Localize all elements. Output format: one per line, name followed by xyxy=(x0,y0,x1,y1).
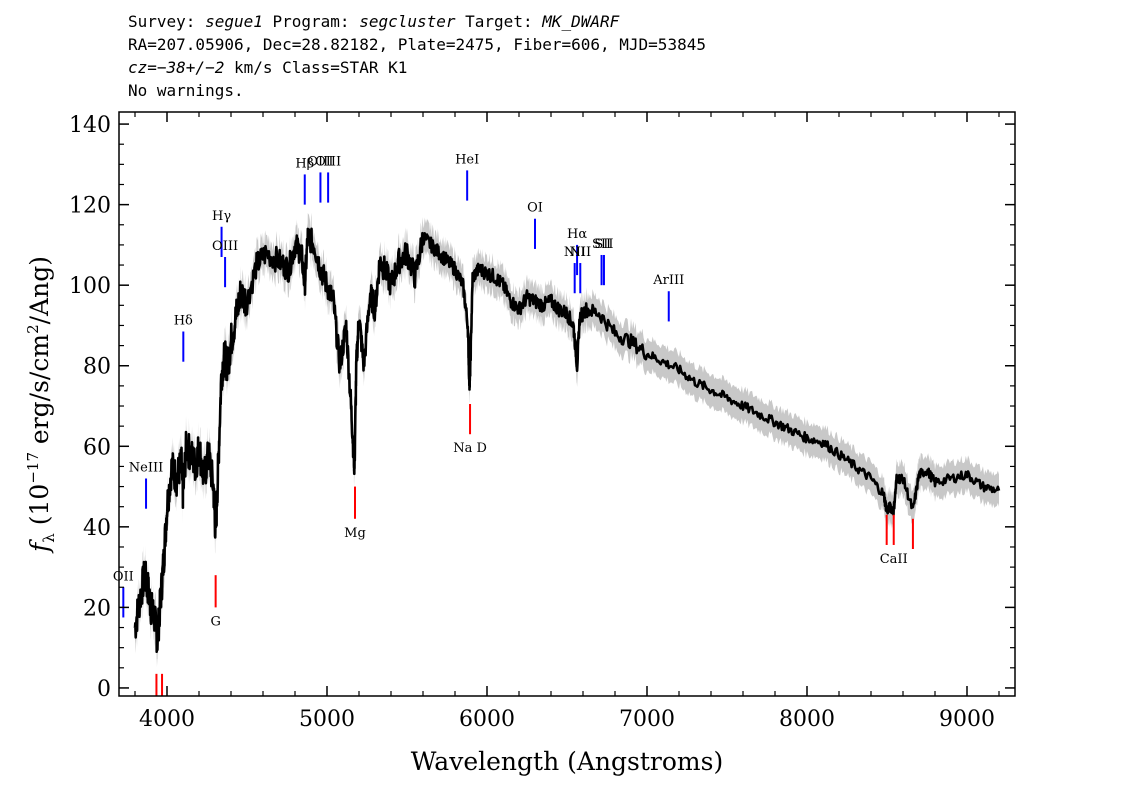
y-tick-label: 60 xyxy=(83,435,111,460)
line-markers xyxy=(122,170,914,696)
absorption-line-label: Mg xyxy=(344,526,366,541)
emission-line-label: OIII xyxy=(307,154,333,169)
x-tick-label: 6000 xyxy=(459,707,515,732)
header-line-4: No warnings. xyxy=(128,81,244,100)
x-tick-label: 8000 xyxy=(779,707,835,732)
emission-line-label: SII xyxy=(594,237,613,252)
emission-line-label: NII xyxy=(564,245,586,260)
program-label: Program: xyxy=(262,12,360,31)
survey-label: Survey: xyxy=(128,12,206,31)
axes: 4000 5000 6000 7000 8000 9000 0 20 40 60 80 100 120 1… xyxy=(69,112,1015,732)
header-line-2: RA=207.05906, Dec=28.82182, Plate=2475, … xyxy=(128,35,706,54)
x-axis-title: Wavelength (Angstroms) xyxy=(411,747,723,776)
y-tick-label: 100 xyxy=(69,274,111,299)
target-value: MK_DWARF xyxy=(542,12,620,31)
emission-line-label: NII xyxy=(569,245,591,260)
emission-line-label: NeIII xyxy=(129,461,163,476)
emission-line-label: Hα xyxy=(567,227,587,242)
y-axis-title: fλ (10−17 erg/s/cm2/Ang) xyxy=(24,256,58,554)
cz-label: cz xyxy=(128,58,148,77)
cz-value: =−38+/−2 xyxy=(147,58,225,77)
emission-line-label: OIII xyxy=(212,239,238,254)
spectrum-header: Survey: segue1 Program: segcluster Targe… xyxy=(128,10,706,102)
emission-line-label: OIII xyxy=(315,154,341,169)
emission-line-label: ArIII xyxy=(652,273,684,288)
y-tick-label: 20 xyxy=(83,596,111,621)
emission-line-label: OI xyxy=(527,201,543,216)
x-tick-label: 4000 xyxy=(139,707,195,732)
plot-frame xyxy=(118,111,1016,697)
absorption-line-label: CaII xyxy=(880,552,908,567)
y-tick-label: 140 xyxy=(69,113,111,138)
emission-line-label: Hδ xyxy=(174,314,193,329)
y-tick-label: 80 xyxy=(83,355,111,380)
x-tick-label: 9000 xyxy=(939,707,995,732)
emission-line-label: Hγ xyxy=(212,209,231,224)
header-line-3: cz=−38+/−2 km/s Class=STAR K1 xyxy=(128,56,706,79)
header-line-1: Survey: segue1 Program: segcluster Targe… xyxy=(128,10,706,33)
flux-line xyxy=(133,227,1001,653)
emission-line-label: SII xyxy=(592,237,611,252)
absorption-line-label: Na D xyxy=(453,441,487,456)
emission-line-label: Hβ xyxy=(295,156,314,171)
y-tick-label: 120 xyxy=(69,194,111,219)
program-value: segcluster xyxy=(359,12,456,31)
y-tick-label: 0 xyxy=(97,677,111,702)
error-band xyxy=(135,212,999,668)
absorption-line-label: G xyxy=(210,614,220,629)
target-label: Target: xyxy=(455,12,543,31)
emission-line-label: HeI xyxy=(455,152,479,167)
survey-value: segue1 xyxy=(205,12,263,31)
x-tick-label: 7000 xyxy=(619,707,675,732)
cz-rest: km/s Class=STAR K1 xyxy=(224,58,408,77)
plot-area xyxy=(122,170,1001,696)
emission-line-label: OII xyxy=(113,569,134,584)
x-tick-label: 5000 xyxy=(299,707,355,732)
y-tick-label: 40 xyxy=(83,516,111,541)
